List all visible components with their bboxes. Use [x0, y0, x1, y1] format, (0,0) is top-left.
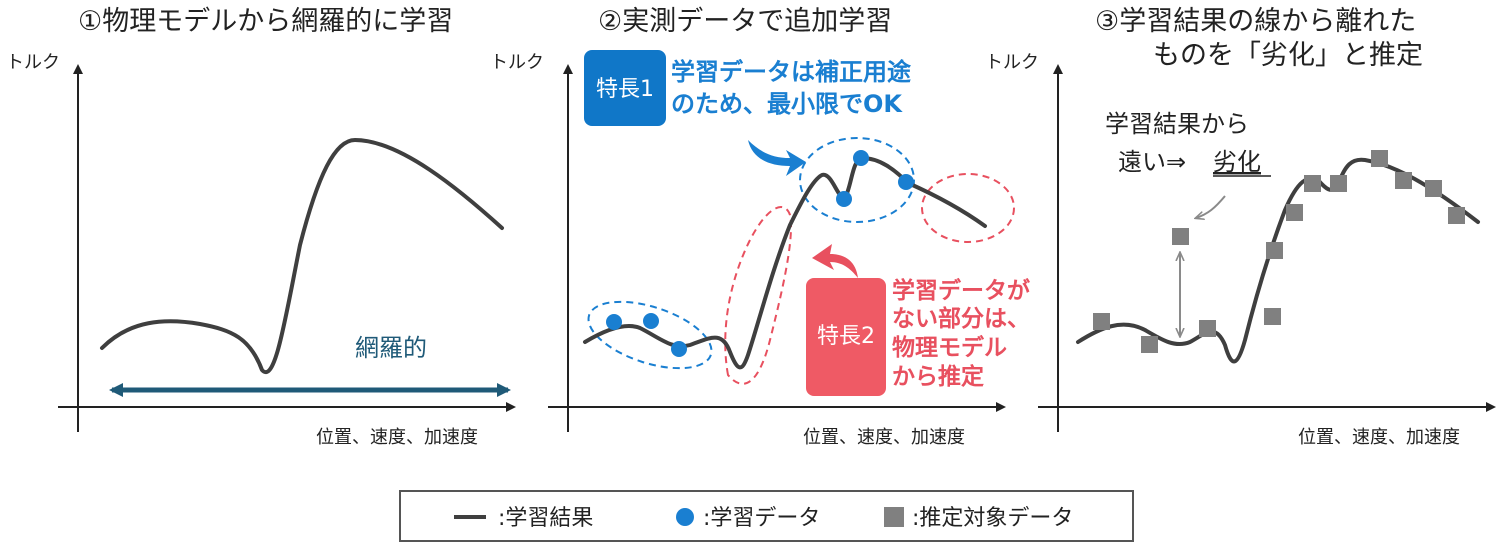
training-data-point: [836, 191, 852, 207]
legend-circle-swatch: [676, 508, 694, 526]
red-dashed-region-right: [921, 173, 1015, 243]
panel-2: ②実測データで追加学習 トルク 位置、速度、加速度 特長1 学習データは補正用途…: [490, 6, 1030, 448]
red-dashed-region-left: [724, 206, 792, 385]
feature-1-curved-arrow: [748, 140, 806, 176]
legend-training-data-label: :学習データ: [703, 506, 820, 531]
panel-3-title-line-1: ③学習結果の線から離れた: [1095, 6, 1416, 37]
training-data-point: [671, 341, 687, 357]
panel-1-learned-curve: [100, 137, 504, 375]
feature-2-curved-arrow: [812, 244, 858, 278]
feature-2-text-line-3: 物理モデル: [892, 334, 1007, 361]
panel-3: ③学習結果の線から離れた ものを「劣化」と推定 トルク 位置、速度、加速度 学習…: [985, 6, 1496, 448]
estimation-target-point-anomaly: [1172, 228, 1189, 245]
estimation-target-point: [1330, 175, 1347, 192]
panel-3-title-line-2: ものを「劣化」と推定: [1153, 40, 1423, 71]
estimation-target-point: [1266, 242, 1283, 259]
feature-1-text-line-1: 学習データは補正用途: [671, 58, 912, 86]
feature-2-badge: [806, 278, 886, 396]
annotation-pointer-arrow: [1196, 195, 1226, 218]
panel-3-x-axis-label: 位置、速度、加速度: [1298, 427, 1460, 448]
feature-2-text-line-4: から推定: [892, 363, 984, 390]
feature-2-text-line-2: ない部分は、: [892, 305, 1030, 332]
estimation-target-point: [1304, 175, 1321, 192]
legend-learned-result-label: :学習結果: [498, 506, 593, 531]
estimation-target-point: [1286, 204, 1303, 221]
blue-dashed-region-top: [799, 137, 915, 223]
feature-1-badge-label: 特長1: [596, 77, 654, 102]
annotation-line-2-degradation: 劣化: [1213, 148, 1261, 176]
training-data-point: [606, 314, 622, 330]
panel-3-y-axis-label: トルク: [985, 52, 1039, 73]
feature-2-text-line-1: 学習データが: [892, 277, 1030, 304]
estimation-target-point: [1093, 313, 1110, 330]
panel-1-y-axis-label: トルク: [6, 52, 60, 73]
annotation-line-1: 学習結果から: [1105, 110, 1249, 138]
training-data-point: [853, 150, 869, 166]
panel-1-range-label: 網羅的: [355, 334, 427, 362]
legend-square-swatch: [884, 507, 904, 527]
estimation-target-point: [1141, 336, 1158, 353]
feature-2-badge-label: 特長2: [817, 324, 875, 349]
annotation-line-2-prefix: 遠い⇒: [1118, 148, 1186, 176]
estimation-target-point: [1395, 172, 1412, 189]
estimation-target-point: [1425, 180, 1442, 197]
estimation-target-point: [1448, 207, 1465, 224]
estimation-target-point: [1371, 150, 1388, 167]
legend-box: [399, 490, 1134, 542]
panel-1: ①物理モデルから網羅的に学習 トルク 位置、速度、加速度 網羅的: [6, 6, 516, 448]
estimation-target-point: [1199, 320, 1216, 337]
estimation-target-point: [1264, 308, 1281, 325]
panel-2-y-axis-label: トルク: [490, 52, 544, 73]
training-data-point: [643, 313, 659, 329]
panel-2-title: ②実測データで追加学習: [598, 6, 892, 37]
feature-1-badge: [584, 50, 666, 126]
panel-2-x-axis-label: 位置、速度、加速度: [803, 427, 965, 448]
legend-estimation-target-label: :推定対象データ: [912, 506, 1073, 531]
panel-1-title: ①物理モデルから網羅的に学習: [78, 6, 453, 37]
panel-3-learned-curve: [1076, 157, 1480, 364]
panel-1-x-axis-label: 位置、速度、加速度: [316, 427, 478, 448]
training-data-point: [898, 174, 914, 190]
blue-dashed-region-left: [587, 300, 713, 370]
legend: :学習結果 :学習データ :推定対象データ: [399, 490, 1134, 542]
feature-1-text-line-2: のため、最小限でOK: [671, 90, 903, 118]
